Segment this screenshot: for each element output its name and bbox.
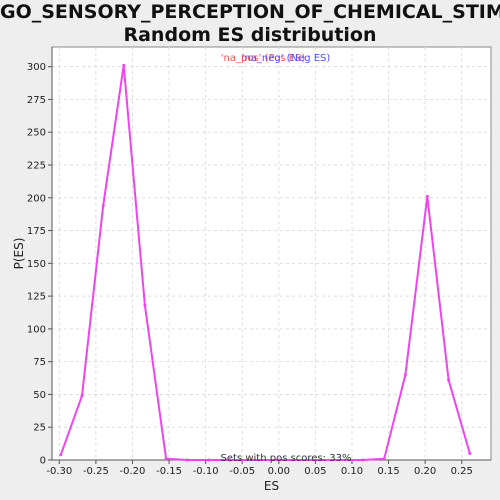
y-tick-label: 0 <box>40 456 46 467</box>
y-tick-label: 25 <box>33 423 46 434</box>
x-tick-label: 0.25 <box>451 466 473 477</box>
y-tick-label: 150 <box>27 259 46 270</box>
chart-title: GO_SENSORY_PERCEPTION_OF_CHEMICAL_STIMUL… <box>0 0 500 47</box>
x-tick-label: 0.15 <box>377 466 399 477</box>
x-tick-label: -0.30 <box>46 466 72 477</box>
grid <box>52 47 491 461</box>
y-tick-label: 50 <box>33 390 46 401</box>
x-tick-label: -0.20 <box>120 466 146 477</box>
x-tick-label: -0.10 <box>193 466 219 477</box>
y-tick-label: 125 <box>27 292 46 303</box>
y-tick-label: 75 <box>33 357 46 368</box>
x-tick-label: -0.05 <box>229 466 255 477</box>
x-tick-label: 0.00 <box>268 466 290 477</box>
chart-title-line-2: Random ES distribution <box>123 24 377 46</box>
legend-entry-neg: 'na_neg' (Neg ES) <box>242 53 331 64</box>
y-axis-label: P(ES) <box>12 238 26 270</box>
pos-scores-annotation: Sets with pos scores: 33% <box>221 453 352 464</box>
y-tick-label: 175 <box>27 226 46 237</box>
data-point <box>277 458 281 462</box>
x-axis-label: ES <box>264 479 279 493</box>
data-point <box>425 194 429 198</box>
y-tick-label: 250 <box>27 128 46 139</box>
y-tick-label: 225 <box>27 161 46 172</box>
data-point <box>101 204 105 208</box>
chart-title-line-1: GO_SENSORY_PERCEPTION_OF_CHEMICAL_STIMUL… <box>0 1 500 23</box>
y-tick-label: 100 <box>27 324 46 335</box>
y-tick-label: 200 <box>27 193 46 204</box>
series-group <box>59 63 472 462</box>
data-point <box>382 457 386 461</box>
x-tick-label: -0.15 <box>156 466 182 477</box>
x-tick-label: 0.20 <box>414 466 436 477</box>
x-tick-label: 0.10 <box>341 466 363 477</box>
axes: -0.30 -0.25 -0.20 -0.15 -0.10 -0.05 0.00 0.05 0.… <box>27 47 491 477</box>
data-point <box>59 453 63 457</box>
x-tick-label: -0.25 <box>83 466 109 477</box>
series-line <box>59 64 471 461</box>
data-point <box>185 458 189 462</box>
plot-area <box>51 46 492 461</box>
data-point <box>403 373 407 377</box>
data-point <box>207 458 211 462</box>
data-point <box>447 378 451 382</box>
data-point <box>143 303 147 307</box>
data-point <box>228 458 232 462</box>
data-point <box>122 63 126 67</box>
data-point <box>468 451 472 455</box>
data-point <box>80 394 84 398</box>
x-tick-label: 0.05 <box>304 466 326 477</box>
data-point <box>164 457 168 461</box>
legend-entry-pos: 'na_pos' (Pos ES) <box>221 53 306 64</box>
y-tick-label: 300 <box>27 62 46 73</box>
y-tick-label: 275 <box>27 95 46 106</box>
data-point <box>361 458 365 462</box>
